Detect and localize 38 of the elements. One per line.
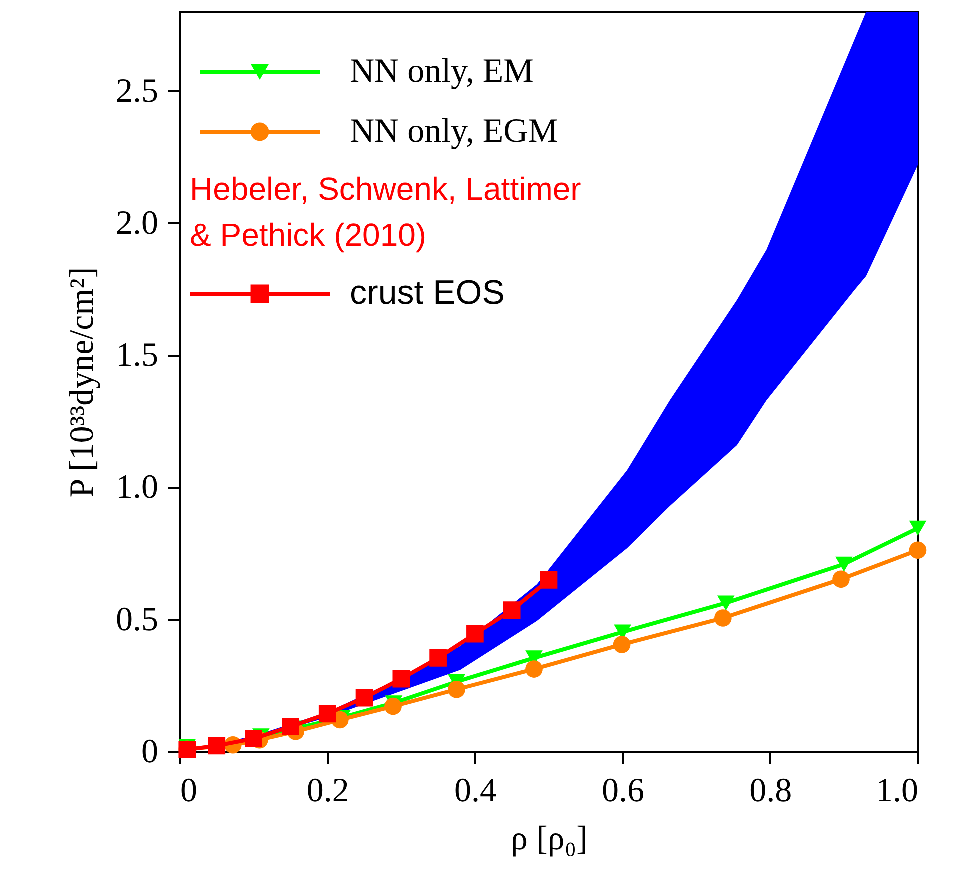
y-tick-label: 1.5 (116, 337, 158, 374)
x-tick-label: 0.2 (306, 772, 350, 810)
x-axis-title: ρ [ρ₀] (511, 820, 588, 858)
point (448, 680, 466, 698)
y-tick-label: 1.0 (116, 469, 158, 506)
legend-label: NN only, EM (350, 53, 534, 90)
y-axis-title: P [10³³dyne/cm²] (64, 267, 101, 498)
y-tick-label: 2.0 (116, 204, 158, 242)
point (503, 602, 521, 620)
point (613, 636, 631, 654)
point (909, 542, 927, 559)
point (282, 718, 300, 736)
point (526, 660, 543, 678)
point (540, 572, 558, 589)
point (208, 737, 226, 755)
point (245, 730, 262, 748)
legend-label: crust EOS (350, 274, 505, 312)
x-tick-label: 1.0 (876, 772, 918, 810)
point (909, 520, 927, 536)
y-tick-label: 2.5 (116, 72, 158, 110)
legend-label: NN only, EGM (350, 113, 558, 150)
x-tick-label: 0.4 (454, 772, 497, 810)
point (392, 670, 410, 688)
point (384, 698, 402, 716)
point (356, 689, 374, 707)
x-tick-label: 0 (180, 772, 198, 810)
y-tick-label: 0.5 (116, 601, 158, 638)
point (714, 610, 732, 627)
annotation: Hebeler, Schwenk, Lattimer & Pethick (2010) (190, 171, 582, 253)
y-tick-label: 0 (142, 734, 158, 770)
x-tick-label: 0.6 (602, 772, 645, 810)
point (717, 596, 735, 611)
point (836, 556, 853, 572)
x-tick-label: 0.8 (750, 772, 792, 810)
point (832, 570, 850, 588)
point (318, 705, 336, 723)
point (430, 650, 447, 667)
point (466, 625, 484, 643)
